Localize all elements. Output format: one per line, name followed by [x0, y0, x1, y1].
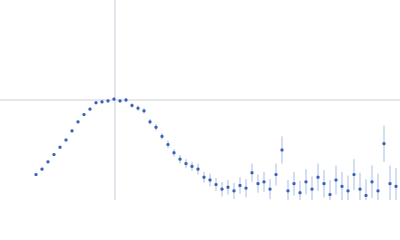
data-point	[76, 120, 80, 124]
data-point	[202, 175, 206, 179]
data-point	[352, 172, 356, 177]
data-point	[250, 171, 254, 175]
data-point	[64, 138, 68, 142]
data-point	[106, 99, 110, 103]
data-point	[136, 106, 140, 110]
data-point	[112, 97, 116, 101]
data-point	[172, 151, 176, 155]
data-point	[298, 191, 302, 195]
data-point	[40, 167, 44, 171]
data-point	[52, 152, 56, 157]
data-point	[244, 186, 248, 190]
data-point	[334, 178, 338, 182]
data-point	[226, 185, 230, 189]
data-point	[208, 178, 212, 182]
data-point	[184, 162, 188, 166]
data-point	[166, 142, 170, 147]
data-point	[214, 182, 218, 187]
data-point	[358, 187, 362, 191]
data-point	[340, 184, 344, 188]
data-point	[154, 125, 158, 129]
data-point	[58, 145, 62, 149]
data-point	[82, 112, 86, 117]
data-point	[280, 148, 284, 152]
data-point	[328, 192, 332, 197]
data-point	[382, 142, 386, 146]
data-point	[100, 100, 104, 104]
data-point	[130, 103, 134, 108]
data-point	[46, 160, 50, 164]
data-point	[370, 180, 374, 184]
data-point	[124, 98, 128, 102]
data-point	[376, 189, 380, 193]
data-point	[274, 172, 278, 177]
data-point	[316, 175, 320, 179]
chart	[0, 0, 400, 200]
data-point	[118, 99, 122, 103]
data-point	[394, 184, 398, 188]
data-point	[292, 182, 296, 186]
data-point	[238, 183, 242, 188]
data-point	[196, 167, 200, 171]
data-point	[388, 182, 392, 186]
data-point	[286, 189, 290, 193]
data-point	[142, 109, 146, 113]
data-point	[322, 182, 326, 186]
data-point	[148, 120, 152, 124]
data-point	[310, 187, 314, 191]
data-point	[88, 107, 92, 111]
data-point	[232, 189, 236, 193]
data-point	[256, 182, 260, 186]
data-point	[190, 164, 194, 168]
data-point	[160, 134, 164, 138]
data-point	[346, 189, 350, 193]
data-point	[178, 157, 182, 161]
data-point	[94, 101, 98, 105]
data-point	[304, 180, 308, 184]
data-point	[262, 180, 266, 184]
data-point	[364, 193, 368, 198]
data-point	[220, 187, 224, 191]
data-point	[70, 129, 74, 133]
data-point	[268, 187, 272, 191]
data-point	[34, 172, 38, 177]
